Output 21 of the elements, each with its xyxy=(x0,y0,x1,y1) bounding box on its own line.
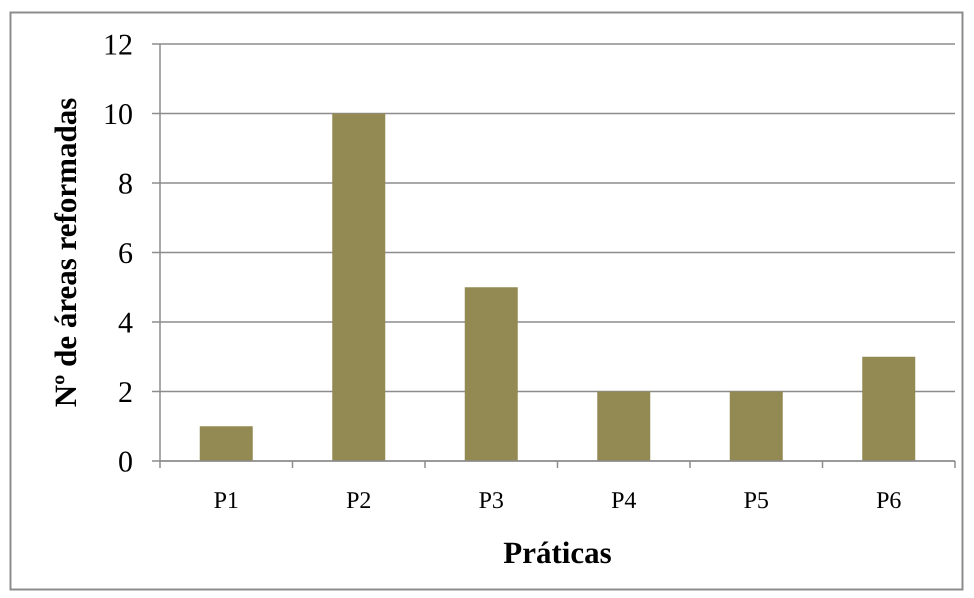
bar xyxy=(730,392,783,461)
y-tick-label: 2 xyxy=(118,376,133,409)
bar xyxy=(464,287,518,461)
y-tick-label: 12 xyxy=(103,28,133,62)
x-tick-label: P6 xyxy=(876,488,902,514)
y-axis-title: Nº de áreas reformadas xyxy=(48,98,83,408)
y-tick-label: 4 xyxy=(118,306,133,340)
bar xyxy=(332,114,386,461)
x-tick-label: P1 xyxy=(214,488,239,514)
y-tick-label: 8 xyxy=(118,168,133,200)
x-tick-label: P5 xyxy=(744,488,769,514)
x-tick-label: P3 xyxy=(478,488,504,514)
x-axis-title: Práticas xyxy=(503,535,612,570)
bar xyxy=(597,392,650,461)
bar xyxy=(862,356,916,461)
x-tick-label: P4 xyxy=(611,488,636,514)
bar xyxy=(200,426,253,461)
y-tick-label: 10 xyxy=(103,98,133,131)
y-tick-label: 6 xyxy=(118,237,133,270)
y-tick-label: 0 xyxy=(118,446,133,478)
x-tick-label: P2 xyxy=(346,488,372,514)
